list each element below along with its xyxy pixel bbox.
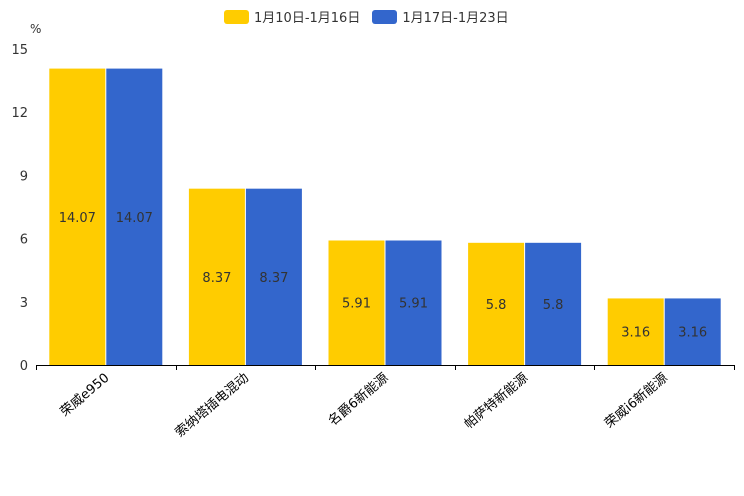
bar-series-2-1 <box>245 188 302 365</box>
data-label-series-2-2: 5.91 <box>399 297 428 312</box>
bar-series-2-0 <box>106 68 163 365</box>
bar-series-2-4 <box>664 298 721 365</box>
y-tick-label-3: 9 <box>20 169 28 184</box>
y-tick-label-5: 15 <box>11 43 28 58</box>
bar-series-2-3 <box>525 242 582 365</box>
bar-series-1-0 <box>49 68 106 365</box>
y-tick-label-4: 12 <box>11 106 28 121</box>
bar-series-2-2 <box>385 240 442 365</box>
data-label-series-2-3: 5.8 <box>543 298 564 313</box>
legend-label-series-2: 1月17日-1月23日 <box>402 11 509 26</box>
data-label-series-2-4: 3.16 <box>678 326 707 341</box>
x-tick-label-4: 荣威i6新能源 <box>602 370 671 432</box>
x-tick-label-1: 索纳塔插电混动 <box>173 371 252 441</box>
x-tick-label-3: 帕萨特新能源 <box>461 370 531 432</box>
y-tick-label-2: 6 <box>20 233 28 248</box>
bar-series-1-4 <box>607 298 664 365</box>
data-label-series-1-4: 3.16 <box>621 326 650 341</box>
bar-series-1-2 <box>328 240 385 365</box>
data-label-series-1-1: 8.37 <box>202 271 231 286</box>
x-tick-label-0: 荣威e950 <box>58 371 113 420</box>
data-label-series-1-3: 5.8 <box>486 298 507 313</box>
bar-series-1-1 <box>188 188 245 365</box>
y-tick-label-0: 0 <box>20 359 28 374</box>
y-tick-label-1: 3 <box>20 296 28 311</box>
legend-item-series-2[interactable]: 1月17日-1月23日 <box>372 7 509 26</box>
data-label-series-2-1: 8.37 <box>259 271 288 286</box>
data-label-series-1-2: 5.91 <box>342 297 371 312</box>
data-label-series-2-0: 14.07 <box>116 211 153 226</box>
bar-series-1-3 <box>468 242 525 365</box>
x-tick-label-2: 名爵6新能源 <box>325 370 391 429</box>
legend: 1月10日-1月16日 1月17日-1月23日 <box>224 7 521 26</box>
y-axis-unit-label: % <box>30 22 41 36</box>
legend-swatch-series-1 <box>224 9 249 24</box>
legend-label-series-1: 1月10日-1月16日 <box>254 11 361 26</box>
data-label-series-1-0: 14.07 <box>59 211 96 226</box>
legend-swatch-series-2 <box>372 9 398 24</box>
legend-item-series-1[interactable]: 1月10日-1月16日 <box>224 7 360 26</box>
